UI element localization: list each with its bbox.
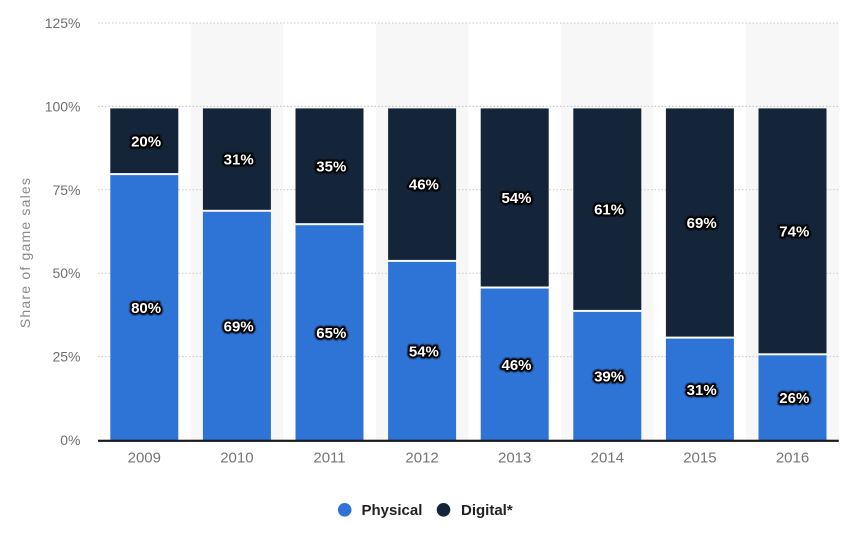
svg-text:2015: 2015	[683, 450, 716, 467]
svg-text:125%: 125%	[45, 15, 81, 31]
svg-text:26%: 26%	[779, 390, 809, 407]
svg-text:75%: 75%	[52, 182, 80, 198]
svg-text:Digital*: Digital*	[461, 502, 513, 519]
svg-text:54%: 54%	[501, 190, 531, 207]
svg-text:100%: 100%	[45, 98, 81, 114]
svg-text:31%: 31%	[224, 152, 254, 169]
svg-text:26%: 26%	[779, 390, 809, 407]
svg-text:2009: 2009	[128, 450, 161, 467]
svg-text:39%: 39%	[594, 368, 624, 385]
svg-text:54%: 54%	[409, 343, 439, 360]
svg-text:69%: 69%	[224, 318, 254, 335]
svg-text:74%: 74%	[779, 223, 809, 240]
svg-text:31%: 31%	[687, 382, 717, 399]
svg-text:35%: 35%	[316, 158, 346, 175]
svg-text:25%: 25%	[52, 349, 80, 365]
svg-text:2016: 2016	[776, 450, 809, 467]
svg-text:20%: 20%	[131, 133, 161, 150]
svg-text:54%: 54%	[501, 190, 531, 207]
svg-text:2014: 2014	[591, 450, 624, 467]
svg-text:65%: 65%	[316, 325, 346, 342]
svg-text:61%: 61%	[594, 202, 624, 219]
svg-text:Share of game sales: Share of game sales	[17, 177, 33, 328]
svg-text:31%: 31%	[224, 152, 254, 169]
svg-text:54%: 54%	[409, 343, 439, 360]
svg-text:2013: 2013	[498, 450, 531, 467]
svg-text:2010: 2010	[220, 450, 253, 467]
svg-text:0%: 0%	[60, 432, 80, 448]
svg-text:80%: 80%	[131, 300, 161, 317]
svg-text:31%: 31%	[687, 382, 717, 399]
svg-text:2011: 2011	[313, 450, 345, 467]
svg-text:39%: 39%	[594, 368, 624, 385]
svg-text:46%: 46%	[409, 177, 439, 194]
svg-text:2012: 2012	[405, 450, 438, 467]
svg-text:74%: 74%	[779, 223, 809, 240]
svg-text:69%: 69%	[224, 318, 254, 335]
svg-text:50%: 50%	[52, 265, 80, 281]
svg-text:80%: 80%	[131, 300, 161, 317]
svg-text:35%: 35%	[316, 158, 346, 175]
svg-text:Physical: Physical	[362, 502, 423, 519]
svg-text:61%: 61%	[594, 202, 624, 219]
svg-text:46%: 46%	[501, 357, 531, 374]
svg-text:65%: 65%	[316, 325, 346, 342]
svg-text:69%: 69%	[687, 215, 717, 232]
svg-text:46%: 46%	[501, 357, 531, 374]
svg-text:46%: 46%	[409, 177, 439, 194]
svg-text:69%: 69%	[687, 215, 717, 232]
svg-text:20%: 20%	[131, 133, 161, 150]
